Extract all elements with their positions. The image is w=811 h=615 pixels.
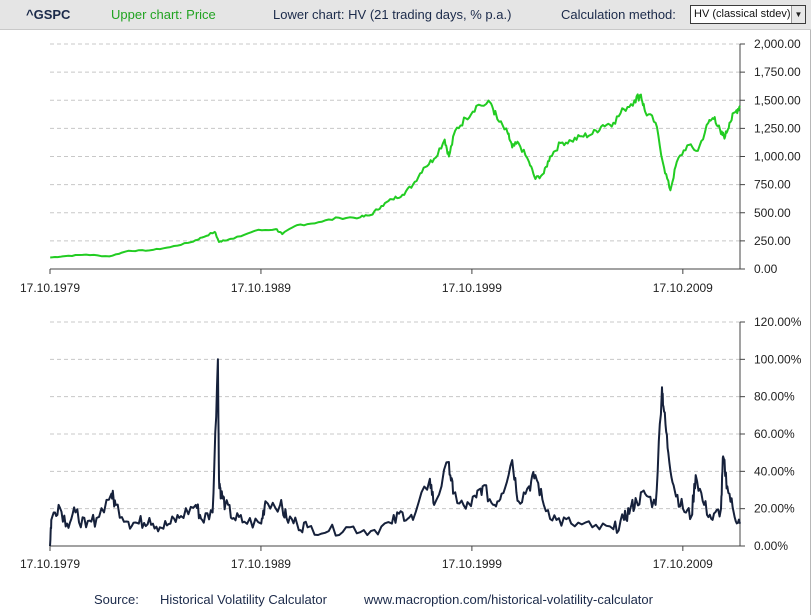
price-y-tick-label: 2,000.00 [754, 37, 801, 51]
source-label: Source: [94, 592, 139, 607]
price-series-line [50, 93, 741, 259]
hv-y-tick-label: 40.00% [754, 464, 795, 478]
triangle-down-icon[interactable]: ▼ [791, 6, 805, 23]
source-name: Historical Volatility Calculator [160, 592, 327, 607]
price-x-tick-label: 17.10.1989 [231, 281, 291, 295]
hv-x-tick-label: 17.10.1989 [231, 557, 291, 571]
upper-chart-label: Upper chart: Price [111, 7, 216, 22]
hv-x-tick-label: 17.10.2009 [653, 557, 713, 571]
price-y-tick-label: 1,500.00 [754, 93, 801, 107]
lower-chart-label: Lower chart: HV (21 trading days, % p.a.… [273, 7, 512, 22]
ticker-symbol: ^GSPC [26, 7, 71, 22]
source-url-link[interactable]: www.macroption.com/historical-volatility… [364, 592, 653, 607]
price-y-tick-label: 1,750.00 [754, 65, 801, 79]
hv-y-tick-label: 0.00% [754, 539, 788, 553]
calculation-method-value: HV (classical stdev) [694, 8, 791, 20]
calculation-method-select[interactable]: HV (classical stdev) ▼ [690, 5, 806, 24]
price-x-tick-label: 17.10.2009 [653, 281, 713, 295]
hv-y-tick-label: 100.00% [754, 352, 802, 366]
hv-x-tick-label: 17.10.1999 [442, 557, 502, 571]
hv-y-tick-label: 120.00% [754, 315, 802, 329]
calculation-method-label: Calculation method: [561, 7, 676, 22]
price-y-tick-label: 0.00 [754, 262, 778, 276]
price-y-tick-label: 500.00 [754, 206, 791, 220]
price-y-tick-label: 750.00 [754, 178, 791, 192]
hv-y-tick-label: 80.00% [754, 390, 795, 404]
hv-series-line [49, 358, 741, 547]
footer-source: Source: Historical Volatility Calculator… [0, 590, 811, 610]
hv-y-tick-label: 20.00% [754, 502, 795, 516]
hv-chart: 0.00% 20.00% 40.00% 60.00% 80.00% 100.00% 120.… [20, 315, 802, 571]
price-y-tick-label: 1,000.00 [754, 150, 801, 164]
price-chart: 0.00 250.00 500.00 750.00 1,000.00 1,250.00 1,… [20, 37, 801, 295]
price-y-tick-label: 1,250.00 [754, 121, 801, 135]
price-x-tick-label: 17.10.1979 [20, 281, 80, 295]
hv-x-tick-label: 17.10.1979 [20, 557, 80, 571]
hv-y-tick-label: 60.00% [754, 427, 795, 441]
price-x-tick-label: 17.10.1999 [442, 281, 502, 295]
price-y-tick-label: 250.00 [754, 234, 791, 248]
chart-header-bar: ^GSPC Upper chart: Price Lower chart: HV… [0, 0, 811, 30]
